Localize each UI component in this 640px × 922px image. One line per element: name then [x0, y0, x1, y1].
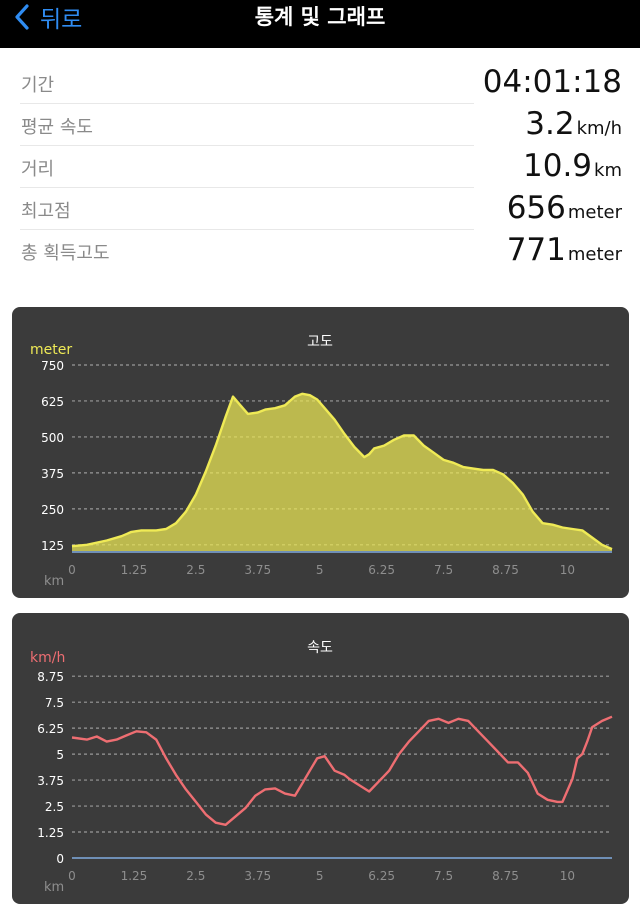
divider	[20, 103, 474, 104]
x-tick-label: 0	[68, 563, 76, 577]
x-tick-label: 5	[316, 563, 324, 577]
stat-number: 10.9	[523, 148, 593, 184]
y-tick-label: 6.25	[37, 722, 64, 736]
altitude-area	[72, 393, 612, 552]
stat-number: 656	[506, 190, 566, 226]
x-tick-label: 8.75	[492, 869, 519, 883]
x-tick-label: 1.25	[121, 563, 148, 577]
x-tick-label: 0	[68, 869, 76, 883]
y-tick-label: 2.5	[45, 800, 64, 814]
y-tick-label: 125	[41, 539, 64, 553]
stat-label: 거리	[21, 159, 55, 180]
stat-row-duration: 기간 04:01:18	[0, 62, 640, 104]
divider	[20, 145, 474, 146]
x-axis-label: km	[44, 574, 64, 589]
stat-row-highest-point: 최고점 656 meter	[0, 188, 640, 230]
divider	[20, 187, 474, 188]
stat-unit: meter	[567, 202, 622, 223]
x-tick-label: 3.75	[244, 563, 271, 577]
x-tick-label: 10	[560, 563, 575, 577]
y-tick-label: 750	[41, 359, 64, 373]
stat-label: 총 획득고도	[21, 243, 110, 264]
y-tick-label: 7.5	[45, 696, 64, 710]
chart-title: 속도	[307, 640, 333, 656]
stat-unit: km/h	[576, 118, 622, 139]
chevron-left-icon	[15, 4, 29, 30]
speed-chart: 속도 km/h km 0 1.25 2.5 3.75 5 6.25 7.5 8.75 0 1.25 2.5…	[30, 640, 613, 895]
stat-row-total-ascent: 총 획득고도 771 meter	[0, 230, 640, 272]
speed-chart-card: 속도 km/h km 0 1.25 2.5 3.75 5 6.25 7.5 8.75 0 1.25 2.5…	[12, 613, 629, 904]
stat-number: 771	[506, 232, 566, 268]
altitude-chart: 고도 meter km 125 250 375 500 625 750 0 1.25 2.5 3.75 5…	[30, 334, 613, 589]
stat-value: 3.2 km/h	[525, 106, 622, 142]
y-tick-label: 5	[56, 748, 64, 762]
stats-list: 기간 04:01:18 평균 속도 3.2 km/h 거리 10.9 km 최고…	[0, 62, 640, 272]
speed-line	[71, 715, 613, 826]
y-tick-label: 625	[41, 395, 64, 409]
x-tick-label: 10	[560, 869, 575, 883]
stat-number: 04:01:18	[482, 64, 622, 100]
divider	[20, 229, 474, 230]
stat-value: 04:01:18	[483, 64, 622, 100]
stat-number: 3.2	[525, 106, 575, 142]
stat-label: 평균 속도	[21, 117, 93, 138]
x-tick-label: 6.25	[368, 869, 395, 883]
y-tick-label: 500	[41, 431, 64, 445]
x-tick-label: 2.5	[186, 563, 205, 577]
stat-row-distance: 거리 10.9 km	[0, 146, 640, 188]
y-tick-label: 8.75	[37, 670, 64, 684]
chart-title: 고도	[307, 334, 333, 350]
x-tick-label: 1.25	[121, 869, 148, 883]
x-tick-label: 7.5	[434, 563, 453, 577]
stat-value: 771 meter	[507, 232, 622, 268]
x-tick-label: 8.75	[492, 563, 519, 577]
y-tick-label: 1.25	[37, 826, 64, 840]
stat-label: 최고점	[21, 201, 71, 222]
x-axis-label: km	[44, 880, 64, 895]
back-label: 뒤로	[40, 7, 83, 33]
navigation-bar: 뒤로 통계 및 그래프	[0, 0, 640, 48]
stat-value: 10.9 km	[523, 148, 622, 184]
stat-unit: meter	[567, 244, 622, 265]
stat-label: 기간	[21, 75, 55, 96]
x-tick-label: 5	[316, 869, 324, 883]
page-title: 통계 및 그래프	[254, 5, 386, 29]
x-tick-label: 6.25	[368, 563, 395, 577]
altitude-chart-card: 고도 meter km 125 250 375 500 625 750 0 1.25 2.5 3.75 5…	[12, 307, 629, 598]
x-tick-label: 3.75	[244, 869, 271, 883]
y-tick-label: 250	[41, 503, 64, 517]
altitude-line	[71, 392, 613, 551]
x-tick-label: 7.5	[434, 869, 453, 883]
y-tick-label: 0	[56, 852, 64, 866]
y-axis-label: km/h	[30, 650, 65, 666]
y-axis-label: meter	[30, 342, 72, 358]
y-tick-label: 3.75	[37, 774, 64, 788]
x-tick-label: 2.5	[186, 869, 205, 883]
stat-unit: km	[594, 160, 622, 181]
y-tick-label: 375	[41, 467, 64, 481]
stat-value: 656 meter	[507, 190, 622, 226]
back-button[interactable]: 뒤로	[14, 0, 82, 34]
stat-row-average-speed: 평균 속도 3.2 km/h	[0, 104, 640, 146]
